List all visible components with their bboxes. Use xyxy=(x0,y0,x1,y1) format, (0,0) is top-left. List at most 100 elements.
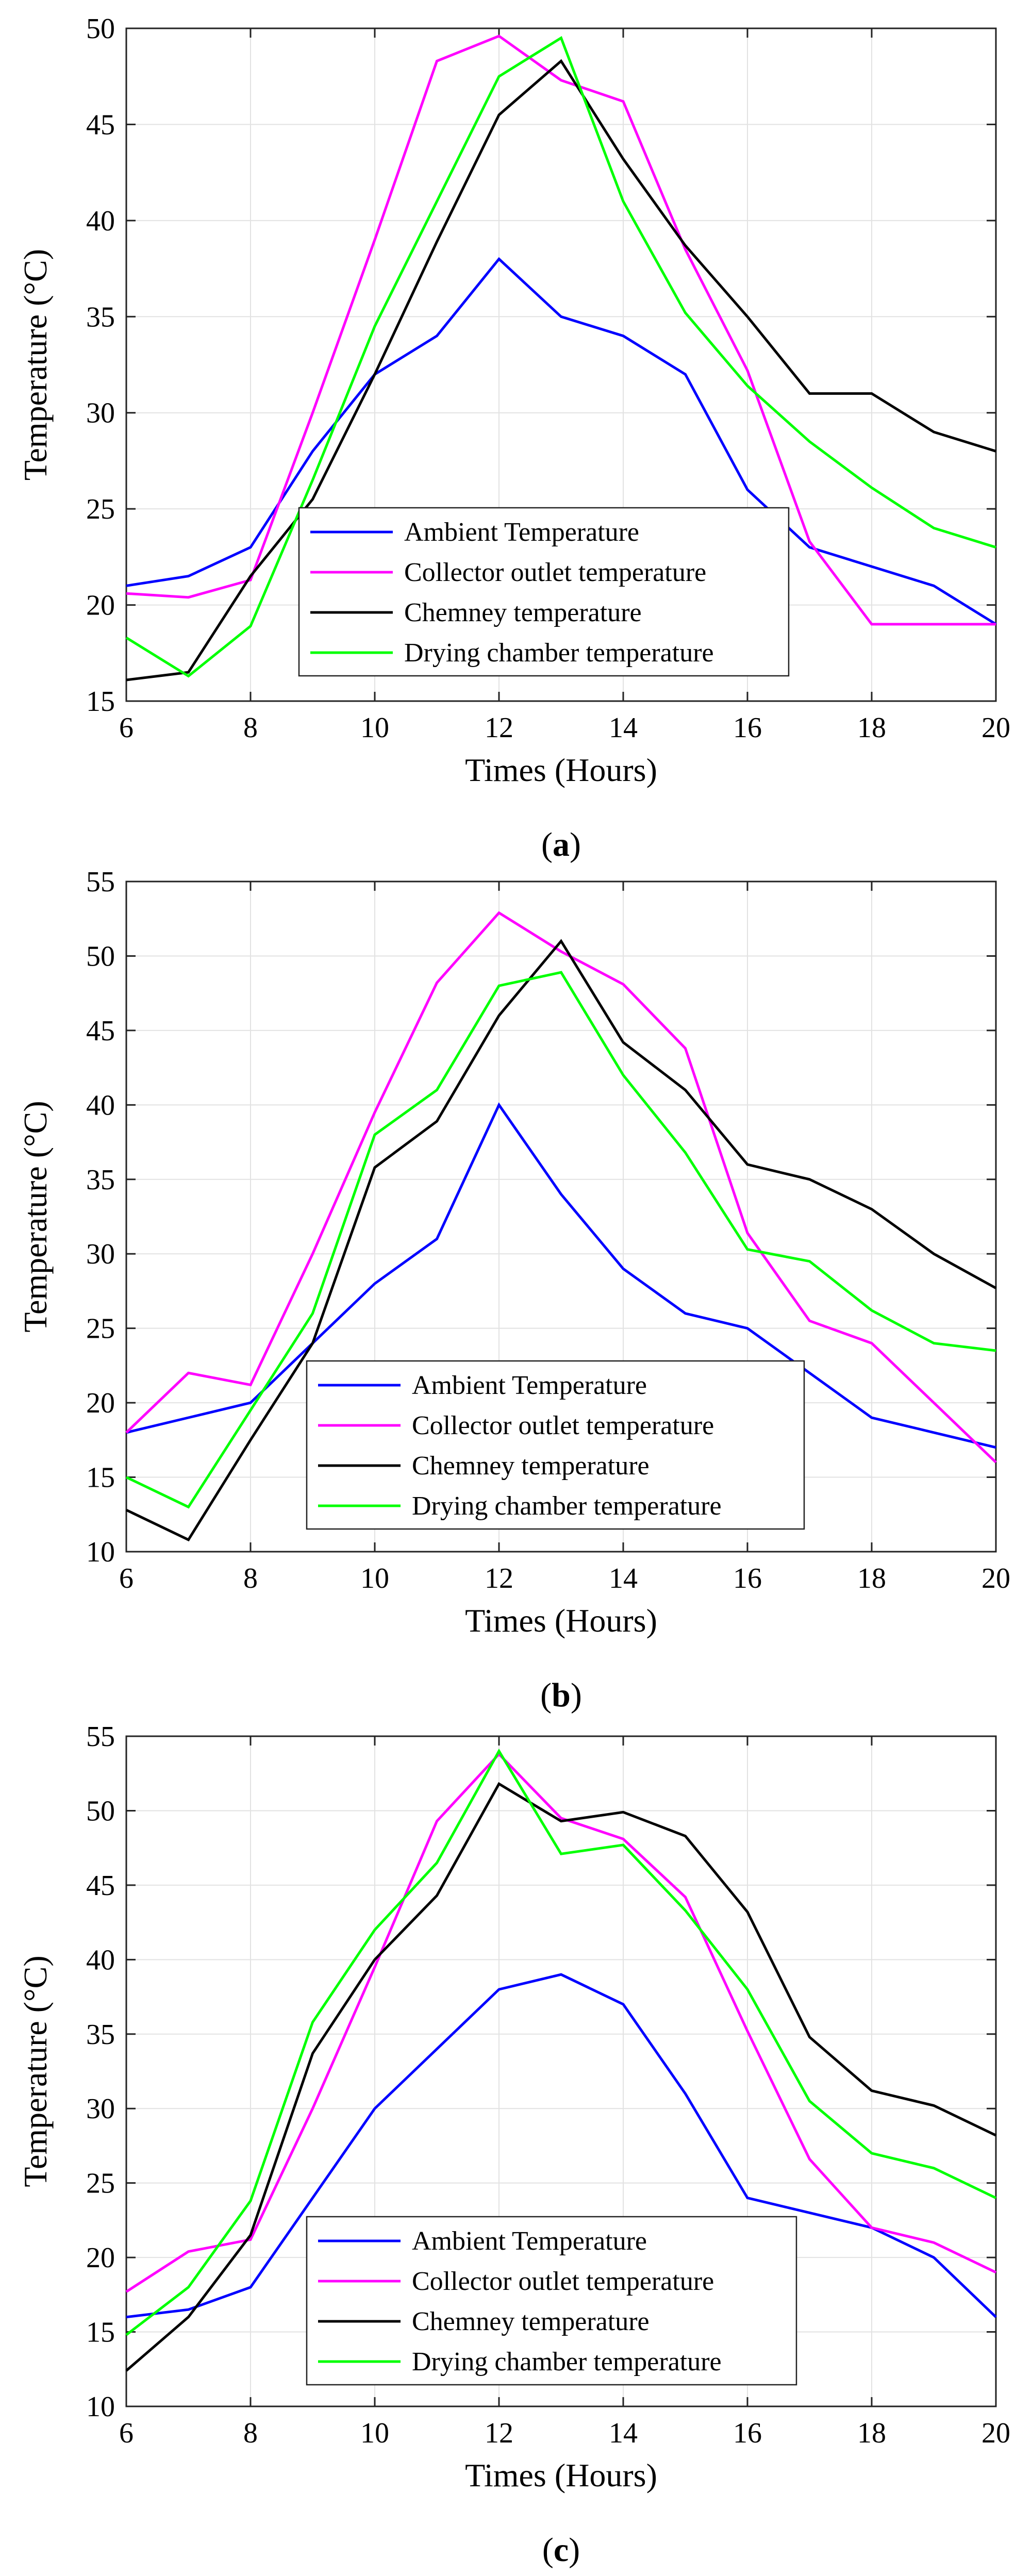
legend-entry-label: Ambient Temperature xyxy=(412,1371,647,1400)
legend-entry-label: Ambient Temperature xyxy=(404,518,639,547)
x-tick-label: 18 xyxy=(857,712,886,744)
legend-entry-label: Drying chamber temperature xyxy=(412,1491,722,1521)
legend-entry-label: Chemney temperature xyxy=(412,2307,650,2336)
x-tick-label: 20 xyxy=(981,712,1010,744)
legend-entry-label: Collector outlet temperature xyxy=(412,2267,714,2296)
y-tick-label: 50 xyxy=(86,13,115,45)
x-tick-label: 16 xyxy=(733,2417,762,2449)
caption-letter: b xyxy=(552,1676,571,1714)
x-tick-label: 12 xyxy=(485,1563,513,1594)
y-tick-label: 15 xyxy=(86,1462,115,1494)
series-line-3 xyxy=(125,1748,997,2336)
y-tick-label: 10 xyxy=(86,1536,115,1568)
x-tick-label: 6 xyxy=(119,2417,134,2449)
chart-panel-a: 6 8 10 12 14 16 18 20 15 20 25 30 35 40 45 50 Times (Hou… xyxy=(17,13,1010,863)
y-tick-label: 35 xyxy=(86,1164,115,1196)
y-tick-label: 55 xyxy=(86,1721,115,1753)
x-tick-label: 18 xyxy=(857,1563,886,1594)
x-tick-label: 16 xyxy=(733,712,762,744)
y-tick-label: 25 xyxy=(86,1313,115,1345)
legend-entry-label: Chemney temperature xyxy=(412,1451,650,1481)
x-tick-label: 18 xyxy=(857,2417,886,2449)
series-line-3 xyxy=(125,971,996,1509)
legend-entry-label: Collector outlet temperature xyxy=(412,1411,714,1440)
legend: Ambient Temperature Collector outlet temp… xyxy=(298,507,790,677)
y-tick-label: 40 xyxy=(86,1089,115,1121)
y-tick-label: 20 xyxy=(86,1387,115,1419)
x-tick-label: 14 xyxy=(609,1563,638,1594)
chart-panel-b: 6 8 10 12 14 16 18 20 10 15 20 25 30 35 40 45 50 55 Times … xyxy=(17,866,1010,1714)
x-tick-label: 16 xyxy=(733,1563,762,1594)
caption-close-paren: ) xyxy=(569,2531,580,2569)
y-tick-label: 50 xyxy=(86,1795,115,1827)
plot-frame xyxy=(125,880,997,1553)
x-axis-label: Times (Hours) xyxy=(465,2457,657,2494)
legend: Ambient Temperature Collector outlet temp… xyxy=(306,2216,797,2386)
caption-letter: a xyxy=(553,826,570,863)
y-tick-label: 55 xyxy=(86,866,115,898)
x-tick-label: 10 xyxy=(360,712,389,744)
y-tick-label: 35 xyxy=(86,2019,115,2051)
y-axis-label: Temperature (°C) xyxy=(17,1101,54,1332)
y-tick-label: 25 xyxy=(86,2168,115,2200)
x-tick-label: 8 xyxy=(243,1563,258,1594)
x-tick-label: 14 xyxy=(609,712,638,744)
legend-entry-label: Collector outlet temperature xyxy=(404,558,706,587)
panel-caption: (c) xyxy=(542,2531,580,2569)
x-tick-label: 6 xyxy=(119,1563,134,1594)
series-line-2 xyxy=(126,59,996,682)
caption-close-paren: ) xyxy=(570,826,581,863)
y-tick-label: 20 xyxy=(86,590,115,622)
y-axis-label: Temperature (°C) xyxy=(17,249,54,480)
legend-entry-label: Drying chamber temperature xyxy=(404,638,714,668)
series-line-1 xyxy=(126,35,996,626)
y-tick-label: 45 xyxy=(86,109,115,141)
legend-box xyxy=(306,2216,797,2386)
legend-entry-label: Ambient Temperature xyxy=(412,2226,647,2256)
series-line-2 xyxy=(125,939,997,1542)
series-line-2 xyxy=(125,1782,997,2372)
series-line-0 xyxy=(126,1973,997,2319)
legend-entry-label: Chemney temperature xyxy=(404,598,642,627)
legend-box xyxy=(298,507,790,677)
series-line-0 xyxy=(126,1102,996,1449)
caption-open-paren: ( xyxy=(541,826,553,863)
y-tick-label: 15 xyxy=(86,686,115,718)
y-tick-label: 25 xyxy=(86,493,115,525)
y-tick-label: 45 xyxy=(86,1015,115,1047)
x-tick-label: 14 xyxy=(609,2417,638,2449)
y-tick-label: 40 xyxy=(86,205,115,237)
caption-open-paren: ( xyxy=(542,2531,554,2569)
caption-close-paren: ) xyxy=(571,1676,582,1714)
x-tick-label: 12 xyxy=(485,2417,513,2449)
x-tick-label: 10 xyxy=(360,2417,389,2449)
legend-box xyxy=(306,1360,805,1530)
y-tick-label: 45 xyxy=(86,1870,115,1902)
y-tick-label: 15 xyxy=(86,2317,115,2349)
x-tick-label: 6 xyxy=(119,712,134,744)
x-tick-label: 12 xyxy=(485,712,513,744)
x-tick-label: 8 xyxy=(243,712,258,744)
plot-frame xyxy=(125,27,997,702)
y-axis-label: Temperature (°C) xyxy=(17,1955,54,2187)
caption-open-paren: ( xyxy=(540,1676,552,1714)
legend-entry-label: Drying chamber temperature xyxy=(412,2347,722,2376)
series-line-3 xyxy=(125,36,996,678)
y-tick-label: 10 xyxy=(86,2391,115,2423)
series-line-1 xyxy=(125,911,997,1464)
chart-panel-c: 6 8 10 12 14 16 18 20 10 15 20 25 30 35 40 45 50 55 Times … xyxy=(17,1721,1010,2569)
x-tick-label: 10 xyxy=(360,1563,389,1594)
panel-caption: (a) xyxy=(541,826,581,863)
y-tick-label: 35 xyxy=(86,301,115,333)
y-tick-label: 40 xyxy=(86,1944,115,1976)
x-tick-label: 20 xyxy=(981,1563,1010,1594)
x-tick-label: 20 xyxy=(981,2417,1010,2449)
x-tick-label: 8 xyxy=(243,2417,258,2449)
series-line-0 xyxy=(126,257,997,626)
panel-caption: (b) xyxy=(540,1676,582,1714)
caption-letter: c xyxy=(554,2531,569,2569)
x-axis-label: Times (Hours) xyxy=(465,752,657,788)
y-tick-label: 20 xyxy=(86,2242,115,2274)
legend: Ambient Temperature Collector outlet temp… xyxy=(306,1360,805,1530)
